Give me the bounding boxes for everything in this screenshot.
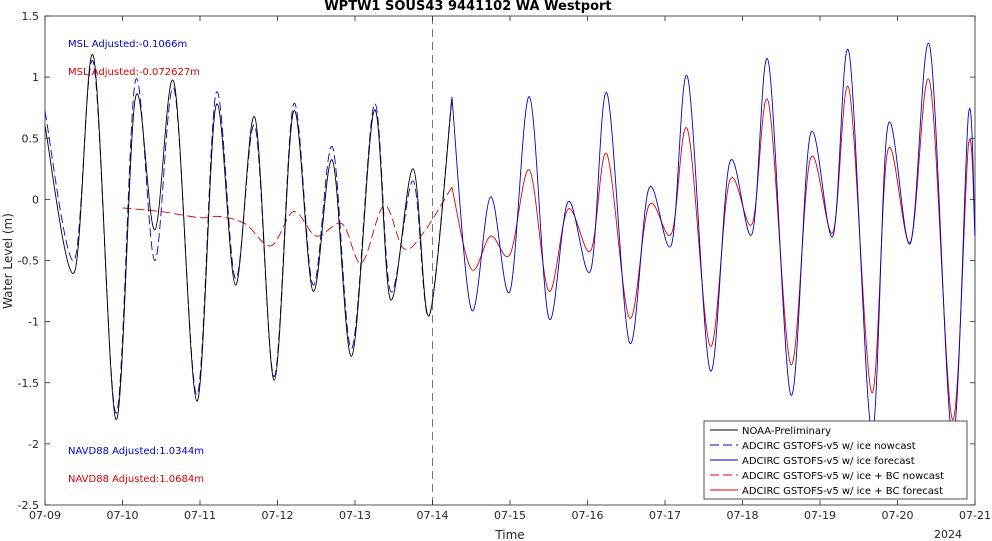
x-tick-label: 07-17 [649,509,681,522]
navd88-annotation-red: NAVD88 Adjusted:1.0684m [68,474,204,485]
y-tick-label: -1 [28,316,39,329]
y-tick-label: -1.5 [18,377,39,390]
x-tick-label: 07-20 [882,509,914,522]
axis-ticks: 07-09 07-10 07-11 07-12 07-13 07-14 07-15 07-16… [18,10,991,522]
y-tick-label: -0.5 [18,255,39,268]
x-tick-label: 07-10 [107,509,139,522]
y-tick-label: -2 [28,438,39,451]
x-tick-label: 07-11 [184,509,216,522]
x-tick-label: 07-14 [417,509,449,522]
x-tick-label: 07-09 [29,509,61,522]
x-tick-label: 07-18 [727,509,759,522]
series-line-1 [44,59,453,414]
x-tick-label: 07-12 [262,509,294,522]
x-tick-label: 07-16 [572,509,604,522]
x-tick-label: 07-21 [959,509,991,522]
legend-label: NOAA-Preliminary [742,426,831,437]
series-lines [44,42,976,439]
y-axis-label: Water Level (m) [1,213,15,309]
x-axis-label: Time [494,528,524,541]
legend: NOAA-Preliminary ADCIRC GSTOFS-v5 w/ ice … [703,420,968,500]
legend-label: ADCIRC GSTOFS-v5 w/ ice forecast [742,456,915,467]
y-tick-label: 0.5 [22,132,40,145]
legend-label: ADCIRC GSTOFS-v5 w/ ice + BC nowcast [742,471,944,482]
y-tick-label: -2.5 [18,499,39,512]
msl-annotation-red: MSL Adjusted:-0.072627m [68,67,200,78]
legend-box [703,420,968,500]
legend-label: ADCIRC GSTOFS-v5 w/ ice nowcast [742,441,916,452]
navd88-annotation-blue: NAVD88 Adjusted:1.0344m [68,446,204,457]
chart-title: WPTW1 SOUS43 9441102 WA Westport [324,0,611,14]
x-tick-label: 07-13 [339,509,371,522]
msl-annotation-blue: MSL Adjusted:-0.1066m [68,39,187,50]
year-label: 2024 [934,528,962,541]
y-tick-label: 0 [32,193,39,206]
legend-label: ADCIRC GSTOFS-v5 w/ ice + BC forecast [742,486,943,497]
series-line-0 [44,54,453,420]
y-tick-label: 1.5 [22,10,40,23]
series-line-2 [451,42,976,439]
x-tick-label: 07-19 [804,509,836,522]
y-tick-label: 1 [32,71,39,84]
x-tick-label: 07-15 [494,509,526,522]
